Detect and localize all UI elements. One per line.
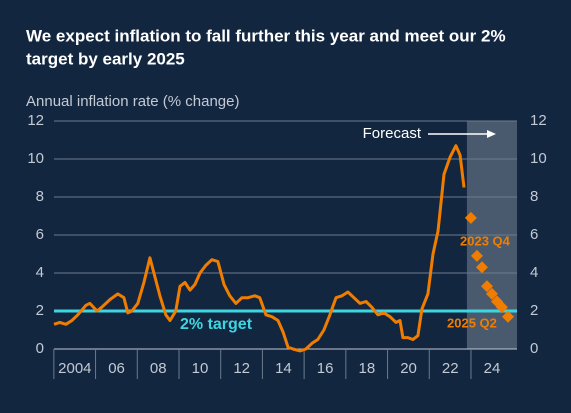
x-tick-label: 14 [275,360,292,377]
forecast-point [470,249,483,262]
inflation-line [53,144,466,353]
y2-tick-label: 8 [530,188,538,205]
chart-title: We expect inflation to fall further this… [26,26,506,45]
y-tick-label: 10 [27,150,44,167]
x-tick-label: 20 [400,360,417,377]
y-tick-label: 0 [36,340,44,357]
y-tick-label: 6 [36,226,44,243]
forecast-point [464,211,477,224]
forecast-label: Forecast [363,125,422,142]
x-tick-label: 2004 [58,360,91,377]
y2-tick-label: 12 [530,112,547,129]
x-tick-label: 22 [442,360,459,377]
y-tick-label: 2 [36,302,44,319]
x-tick-label: 10 [192,360,209,377]
annotation: 2023 Q4 [460,233,511,248]
forecast-point [480,280,493,293]
y-axis-label: Annual inflation rate (% change) [26,93,239,110]
y2-tick-label: 10 [530,150,547,167]
x-tick-label: 18 [358,360,375,377]
chart-title: target by early 2025 [26,49,185,68]
annotation: 2025 Q2 [447,315,497,330]
forecast-point [485,287,498,300]
x-tick-label: 06 [108,360,125,377]
x-tick-label: 08 [150,360,167,377]
y-tick-label: 4 [36,264,44,281]
target-label: 2% target [180,316,253,333]
y2-tick-label: 6 [530,226,538,243]
y-tick-label: 12 [27,112,44,129]
y2-tick-label: 0 [530,340,538,357]
y2-tick-label: 2 [530,302,538,319]
y2-tick-label: 4 [530,264,538,281]
y-tick-label: 8 [36,188,44,205]
x-tick-label: 16 [317,360,334,377]
forecast-arrowhead [487,130,496,138]
x-tick-label: 24 [484,360,501,377]
x-tick-label: 12 [233,360,250,377]
forecast-point [475,261,488,274]
forecast-point [502,310,515,323]
forecast-point [495,301,508,314]
